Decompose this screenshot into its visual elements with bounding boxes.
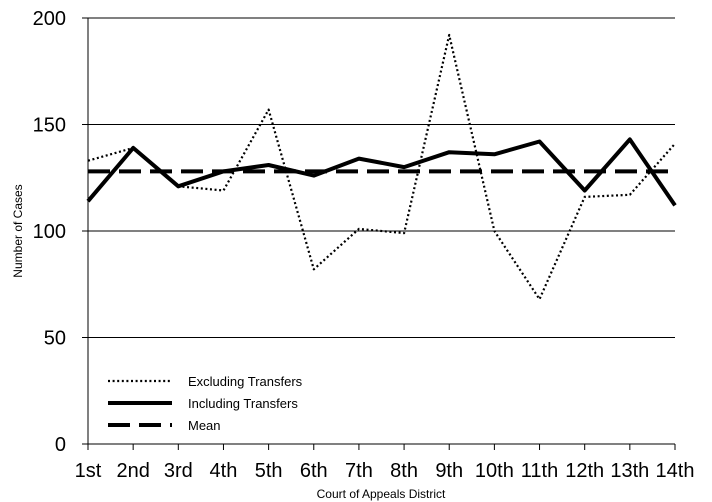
x-tick-label: 6th (300, 460, 328, 482)
legend-label: Mean (188, 418, 221, 433)
legend-label: Including Transfers (188, 396, 298, 411)
x-axis-ticks: 1st 2nd 3rd 4th 5th 6th 7th 8th 9th 10th 11th 12th 1… (75, 444, 695, 482)
legend: Excluding Transfers Including Transfers Me… (108, 374, 303, 433)
y-tick-label: 50 (44, 328, 66, 350)
x-tick-label: 9th (435, 460, 463, 482)
y-tick-label: 200 (33, 8, 66, 30)
y-tick-label: 0 (55, 434, 66, 456)
x-tick-label: 12th (565, 460, 604, 482)
y-tick-label: 100 (33, 221, 66, 243)
x-tick-label: 14th (656, 460, 695, 482)
y-tick-label: 150 (33, 115, 66, 137)
x-tick-label: 2nd (116, 460, 149, 482)
series-lines (86, 33, 677, 301)
x-tick-label: 3rd (164, 460, 193, 482)
x-axis-title: Court of Appeals District (317, 487, 446, 501)
x-tick-label: 1st (75, 460, 102, 482)
x-tick-label: 7th (345, 460, 373, 482)
x-tick-label: 8th (390, 460, 418, 482)
x-tick-label: 13th (610, 460, 649, 482)
legend-label: Excluding Transfers (188, 374, 303, 389)
series-line-solid (86, 137, 677, 207)
x-tick-label: 5th (255, 460, 283, 482)
y-axis-title: Number of Cases (11, 184, 25, 277)
series-line-dotted (87, 33, 676, 301)
gridlines (88, 17, 675, 338)
x-tick-label: 11th (521, 460, 558, 482)
x-tick-label: 10th (475, 460, 514, 482)
y-axis-ticks: 0 50 100 150 200 (33, 8, 88, 456)
x-tick-label: 4th (210, 460, 238, 482)
